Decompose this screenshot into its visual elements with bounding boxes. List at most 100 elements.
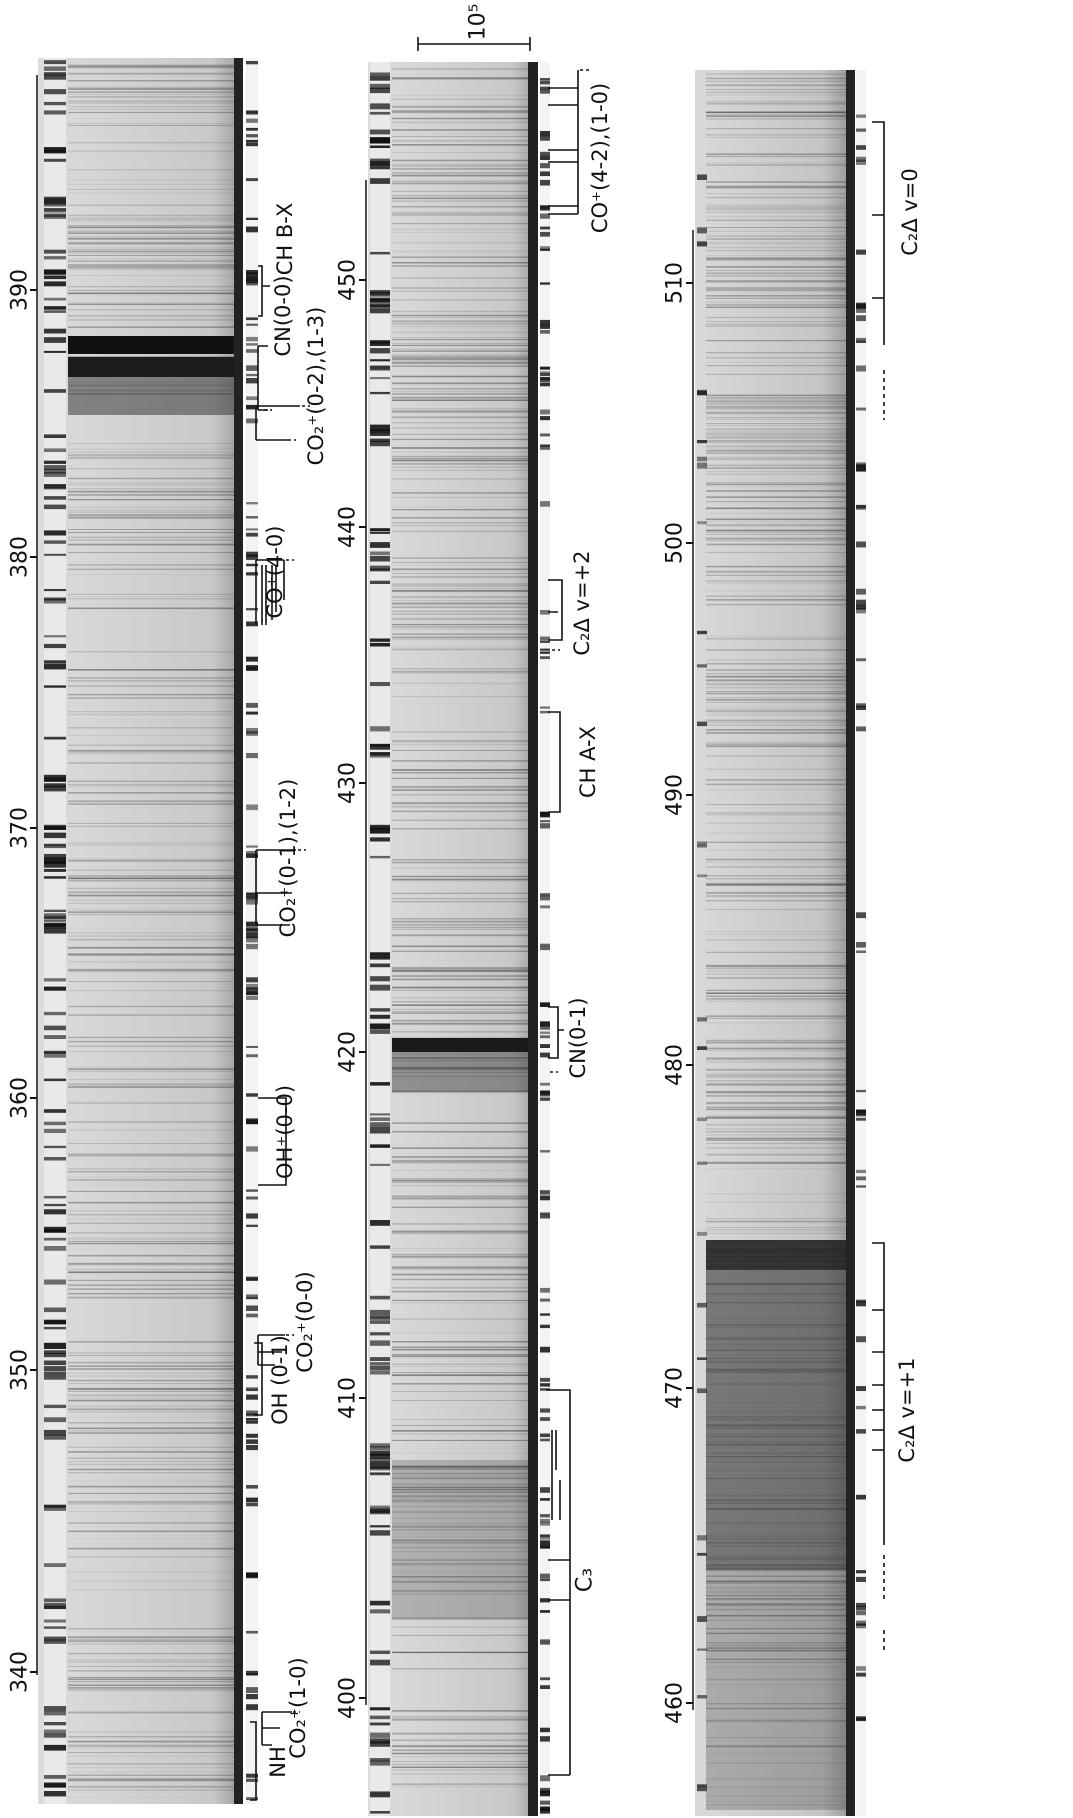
spectral-line-texture xyxy=(392,121,528,124)
spectral-line-texture xyxy=(540,1021,550,1027)
spectral-line-texture xyxy=(706,1569,846,1572)
spectral-line-texture xyxy=(706,316,846,318)
spectral-line-texture xyxy=(68,842,234,845)
spectral-line-texture xyxy=(706,1642,846,1644)
spectral-line-texture xyxy=(392,1652,528,1653)
spectral-line-texture xyxy=(706,402,846,404)
spectral-line-texture xyxy=(246,893,258,899)
spectral-line-texture xyxy=(392,106,528,108)
spectral-line-texture xyxy=(68,106,234,107)
spectral-line-texture xyxy=(706,321,846,322)
spectral-line-texture xyxy=(706,804,846,805)
spectral-line-texture xyxy=(540,1598,550,1603)
spectral-line-texture xyxy=(246,702,258,708)
spectral-line-texture xyxy=(246,1413,258,1416)
spectral-line-texture xyxy=(706,1128,846,1130)
spectral-line-texture xyxy=(392,1668,528,1670)
spectral-line-texture xyxy=(392,1590,528,1592)
spectral-line-texture xyxy=(392,256,528,259)
spectral-line-texture xyxy=(392,382,528,385)
spectral-line-texture xyxy=(706,306,846,308)
spectral-line-texture xyxy=(540,1800,550,1805)
spectral-line-texture xyxy=(706,1115,846,1117)
spectral-line-texture xyxy=(68,1232,234,1234)
left-continuum-edge xyxy=(234,58,243,1804)
spectral-line-texture xyxy=(44,469,66,474)
spectral-line-texture xyxy=(370,161,390,166)
spectral-line-texture xyxy=(706,543,846,546)
spectral-line-texture xyxy=(540,1388,550,1391)
spectral-line-texture xyxy=(68,73,234,75)
spectral-line-texture xyxy=(246,936,258,943)
spectral-line-texture xyxy=(44,553,66,556)
spectral-line-texture xyxy=(392,195,528,197)
spectral-line-texture xyxy=(392,1547,528,1549)
spectral-line-texture xyxy=(392,1756,528,1758)
spectral-line-texture xyxy=(68,1067,234,1070)
spectral-line-texture xyxy=(392,590,528,592)
spectral-line-texture xyxy=(68,1780,234,1782)
spectral-line-texture xyxy=(706,884,846,886)
spectral-line-texture xyxy=(706,686,846,689)
spectral-line-texture xyxy=(392,978,528,981)
spectral-line-texture xyxy=(706,1083,846,1085)
spectral-line-texture xyxy=(856,1300,866,1307)
spectral-line-texture xyxy=(68,247,234,249)
spectral-line-texture xyxy=(706,967,846,969)
spectral-line-texture xyxy=(68,238,234,240)
tick-label-340: 340 xyxy=(8,1651,33,1693)
spectral-line-texture xyxy=(68,1045,234,1047)
left-spectrum-panel xyxy=(38,58,258,1804)
spectral-line-texture xyxy=(246,277,258,284)
spectral-line-texture xyxy=(68,539,234,541)
spectral-line-texture xyxy=(44,1011,66,1016)
spectral-line-texture xyxy=(392,132,528,134)
spectral-line-texture xyxy=(392,810,528,813)
spectral-line-texture xyxy=(540,820,550,823)
spectral-line-texture xyxy=(392,1473,528,1475)
spectral-line-texture xyxy=(392,576,528,578)
spectral-line-texture xyxy=(68,468,234,470)
spectral-line-texture xyxy=(392,1198,528,1200)
spectral-line-texture xyxy=(540,1736,550,1742)
spectral-line-texture xyxy=(68,1678,234,1681)
spectral-line-texture xyxy=(706,1795,846,1797)
spectral-line-texture xyxy=(68,1214,234,1216)
spectral-line-texture xyxy=(392,670,528,673)
spectral-line-texture xyxy=(392,1318,528,1321)
spectral-line-texture xyxy=(392,1008,528,1011)
spectral-line-texture xyxy=(68,887,234,890)
spectral-line-texture xyxy=(392,617,528,620)
spectral-line-texture xyxy=(246,532,258,537)
spectral-line-texture xyxy=(540,1097,550,1101)
spectral-line-texture xyxy=(44,1025,66,1031)
spectral-line-texture xyxy=(44,1360,66,1366)
spectral-line-texture xyxy=(706,1093,846,1095)
spectral-line-texture xyxy=(370,438,390,443)
spectral-line-texture xyxy=(392,492,528,494)
spectral-line-texture xyxy=(392,361,528,364)
spectral-line-texture xyxy=(392,1253,528,1256)
spectral-line-texture xyxy=(392,111,528,113)
spectral-line-texture xyxy=(706,699,846,700)
spectral-line-texture xyxy=(697,462,707,469)
spectral-line-texture xyxy=(706,1161,846,1162)
spectral-line-texture xyxy=(540,1031,550,1034)
spectral-line-texture xyxy=(370,298,390,303)
spectral-line-texture xyxy=(392,509,528,511)
spectral-line-texture xyxy=(540,151,550,156)
spectral-line-texture xyxy=(697,1695,707,1699)
spectral-line-texture xyxy=(706,496,846,498)
spectral-line-texture xyxy=(706,684,846,686)
middle-side-comb xyxy=(540,62,550,1816)
spectral-line-texture xyxy=(392,1279,528,1281)
spectral-line-texture xyxy=(392,1066,528,1069)
spectral-line-texture xyxy=(370,1738,390,1744)
spectral-line-texture xyxy=(68,88,234,91)
spectral-line-texture xyxy=(706,1614,846,1617)
spectral-line-texture xyxy=(68,1660,234,1662)
spectral-line-texture xyxy=(392,1495,528,1497)
spectral-line-texture xyxy=(706,540,846,542)
spectral-line-texture xyxy=(68,1129,234,1131)
spectral-line-texture xyxy=(370,76,390,81)
